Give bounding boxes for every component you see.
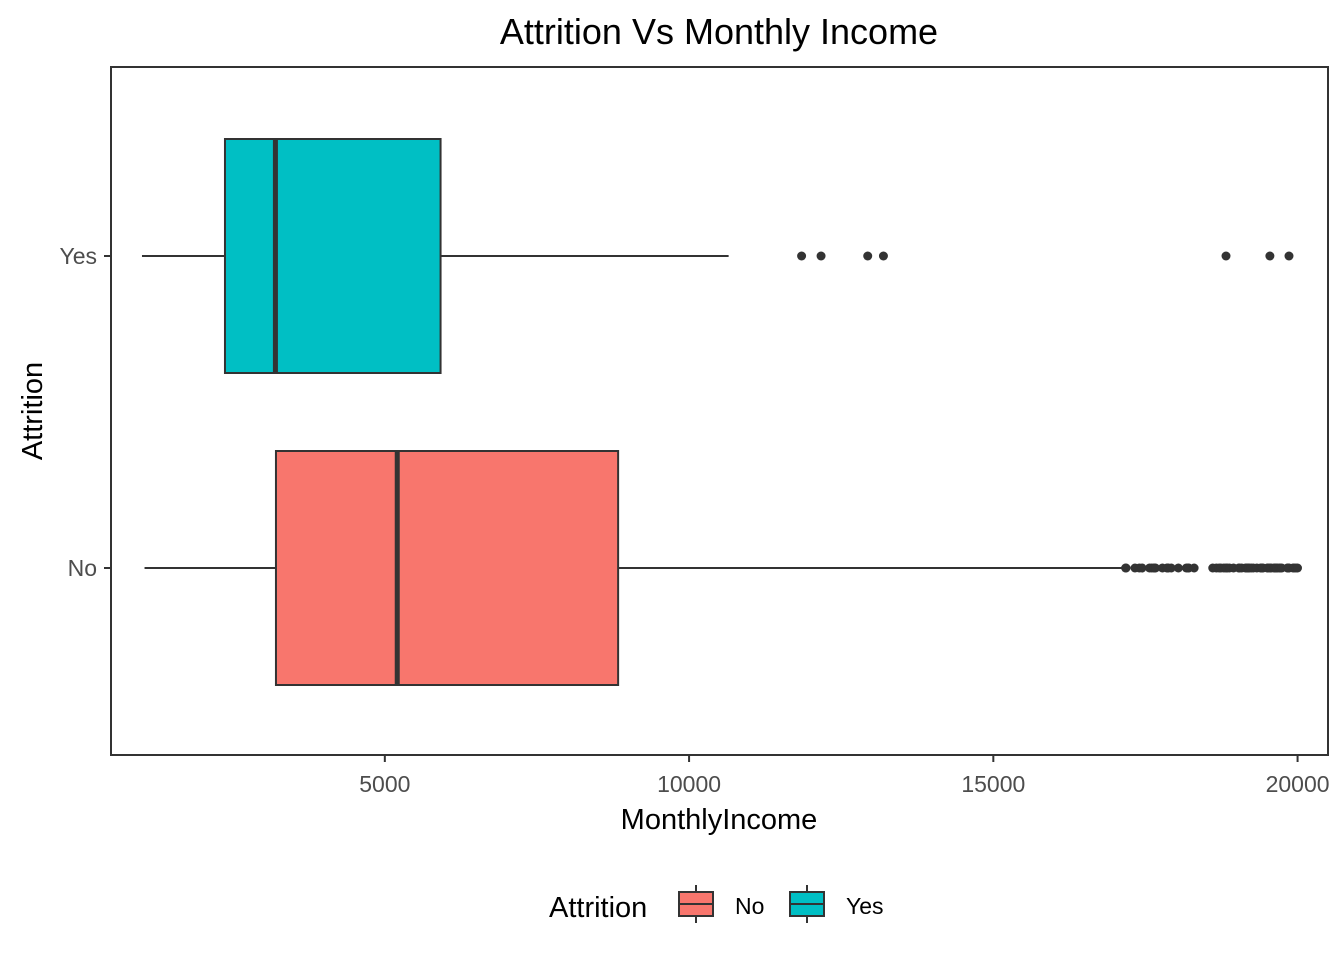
- x-axis: 5000 10000 15000 20000: [359, 755, 1330, 797]
- y-tick-label-yes: Yes: [59, 243, 97, 269]
- y-tick-label-no: No: [68, 555, 97, 581]
- outlier-point-yes: [1221, 251, 1231, 261]
- legend-items: No Yes: [678, 885, 884, 923]
- outlier-point-no: [1166, 563, 1176, 573]
- y-axis-title: Attrition: [17, 362, 49, 460]
- box-yes: [223, 138, 442, 374]
- outlier-point-no: [1137, 563, 1147, 573]
- outliers-layer: [797, 251, 1303, 573]
- box-no: [274, 450, 620, 686]
- chart-title: Attrition Vs Monthly Income: [500, 11, 938, 52]
- outlier-point-no: [1150, 563, 1160, 573]
- legend-label-yes: Yes: [846, 893, 884, 919]
- legend-item-yes: Yes: [789, 885, 884, 923]
- x-tick-label-15000: 15000: [961, 771, 1025, 797]
- outlier-point-no: [1189, 563, 1199, 573]
- boxes-layer: [141, 138, 1125, 686]
- x-tick-label-10000: 10000: [657, 771, 721, 797]
- outlier-point-yes: [1284, 251, 1294, 261]
- x-tick-label-20000: 20000: [1266, 771, 1330, 797]
- legend-item-no: No: [678, 885, 764, 923]
- outlier-point-yes: [878, 251, 888, 261]
- outlier-point-no: [1173, 563, 1183, 573]
- legend-title: Attrition: [549, 892, 647, 924]
- outlier-point-no: [1121, 563, 1131, 573]
- outlier-point-yes: [816, 251, 826, 261]
- x-axis-title: MonthlyIncome: [621, 804, 818, 836]
- outlier-point-yes: [863, 251, 873, 261]
- legend: Attrition No Yes: [549, 885, 884, 924]
- outlier-point-no: [1293, 563, 1303, 573]
- y-axis: No Yes: [59, 243, 111, 581]
- outlier-point-yes: [797, 251, 807, 261]
- x-tick-label-5000: 5000: [359, 771, 410, 797]
- legend-label-no: No: [735, 893, 764, 919]
- outlier-point-yes: [1265, 251, 1275, 261]
